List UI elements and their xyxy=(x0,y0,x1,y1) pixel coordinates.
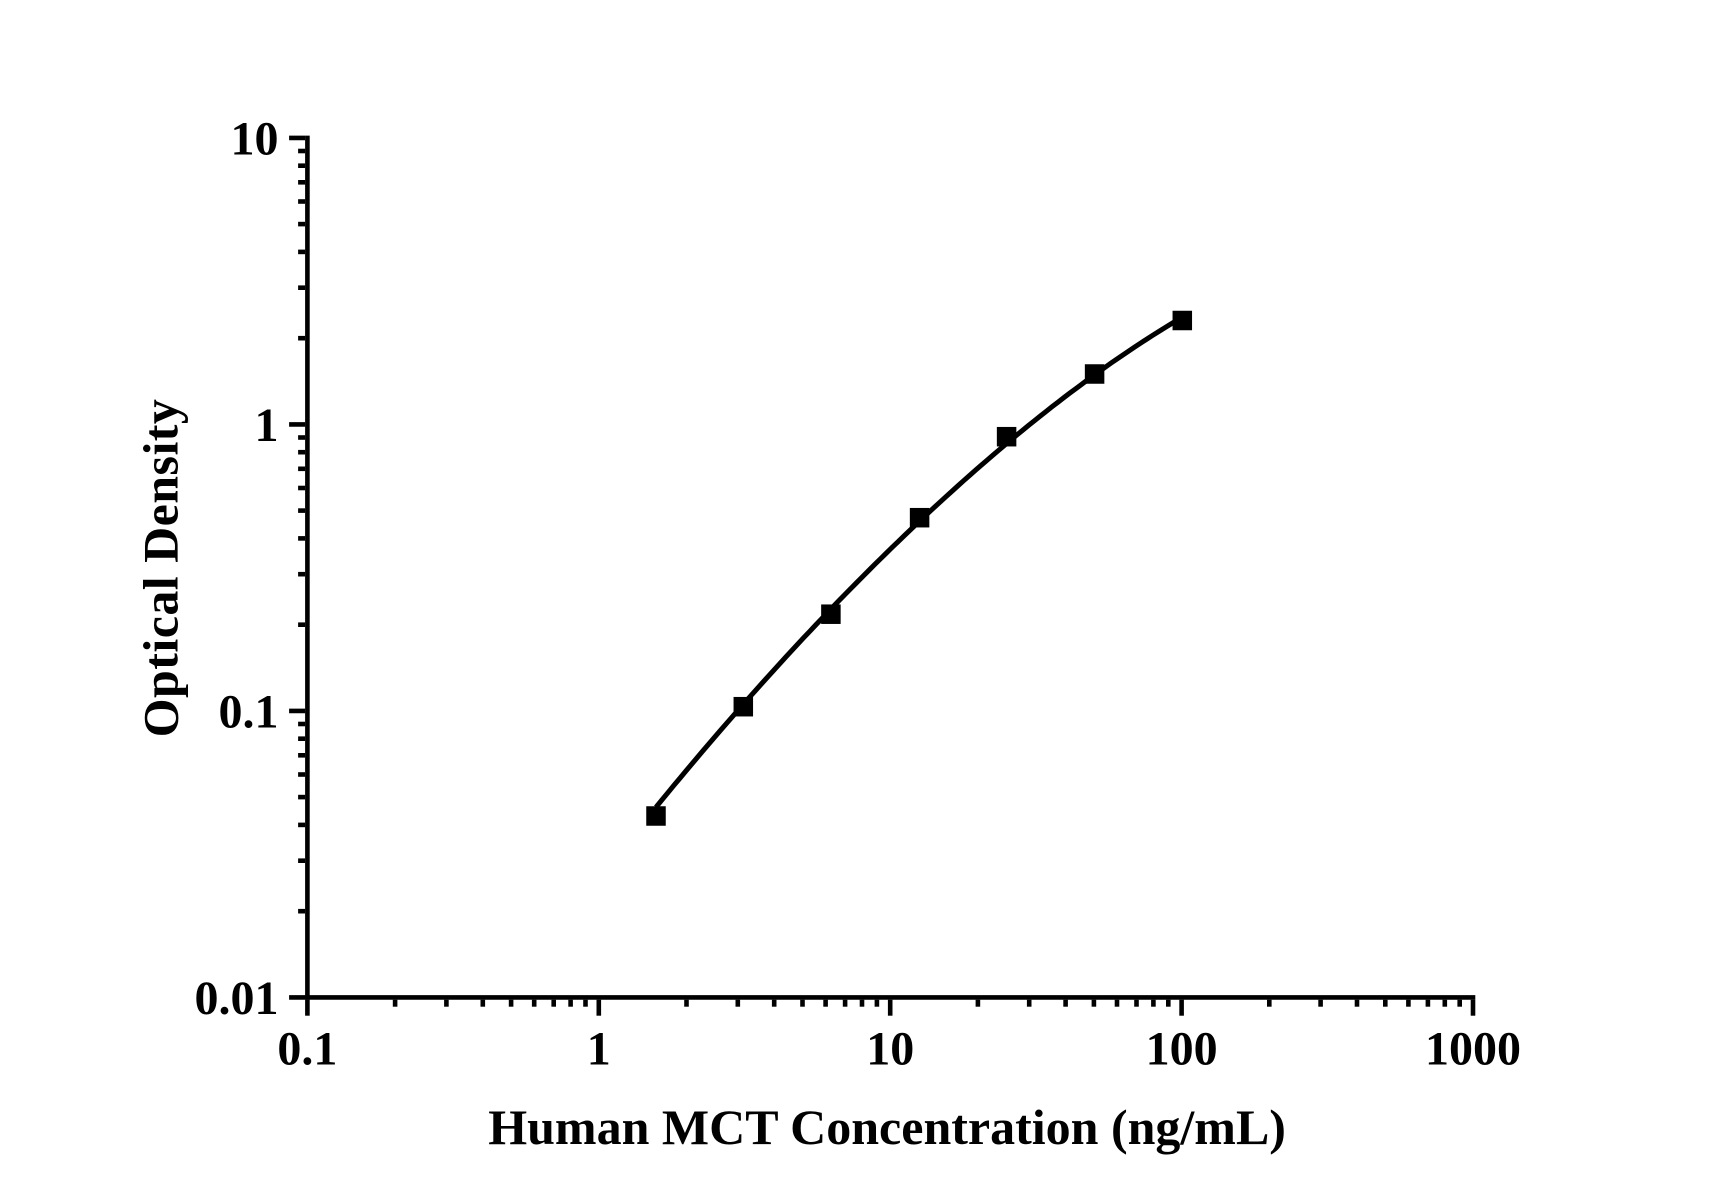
svg-text:100: 100 xyxy=(1146,1022,1218,1075)
svg-text:Human MCT Concentration (ng/mL: Human MCT Concentration (ng/mL) xyxy=(488,1099,1286,1155)
svg-text:1: 1 xyxy=(255,399,279,452)
svg-text:10: 10 xyxy=(231,112,279,165)
svg-text:0.01: 0.01 xyxy=(195,972,279,1025)
svg-text:10: 10 xyxy=(866,1022,914,1075)
svg-text:1: 1 xyxy=(587,1022,611,1075)
svg-text:1000: 1000 xyxy=(1425,1022,1521,1075)
svg-text:0.1: 0.1 xyxy=(219,685,279,738)
svg-text:Optical Density: Optical Density xyxy=(133,399,189,738)
svg-text:0.1: 0.1 xyxy=(277,1022,337,1075)
